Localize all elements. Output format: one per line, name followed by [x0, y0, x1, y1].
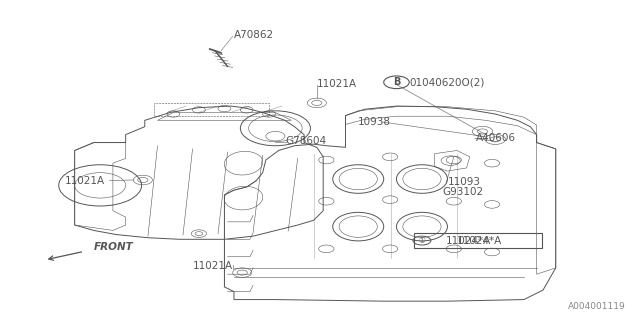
Text: B: B — [393, 77, 400, 87]
Text: A40606: A40606 — [476, 133, 516, 143]
Text: FRONT: FRONT — [94, 242, 134, 252]
Text: 11021A: 11021A — [65, 176, 105, 186]
Text: 11021A: 11021A — [317, 79, 357, 89]
Text: 10938: 10938 — [358, 117, 391, 127]
Text: 11021A: 11021A — [193, 261, 233, 271]
Text: G78604: G78604 — [285, 136, 326, 146]
Text: G93102: G93102 — [442, 187, 483, 197]
Text: 11024*A: 11024*A — [457, 236, 502, 246]
Text: 01040620O(2): 01040620O(2) — [409, 77, 484, 87]
Text: A70862: A70862 — [234, 30, 274, 40]
Text: ①: ① — [419, 236, 426, 245]
Text: 11024*A: 11024*A — [446, 236, 492, 245]
Bar — [414, 233, 541, 248]
Text: A004001119: A004001119 — [568, 302, 626, 311]
Text: 11093: 11093 — [447, 177, 481, 187]
